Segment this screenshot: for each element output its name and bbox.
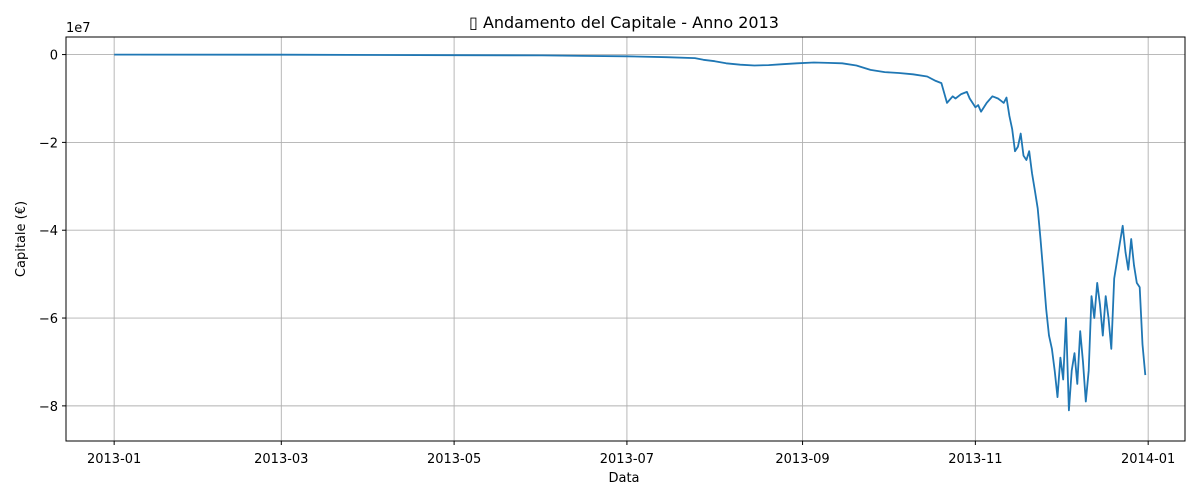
y-axis: 0 −2 −4 −6 −8 (39, 49, 66, 415)
x-tick-label: 2013-05 (427, 452, 481, 467)
chart-title: ▯ Andamento del Capitale - Anno 2013 (469, 13, 779, 32)
x-tick-label: 2013-01 (87, 452, 141, 467)
x-tick-label: 2013-03 (254, 452, 308, 467)
x-tick-label: 2014-01 (1121, 452, 1175, 467)
x-tick-label: 2013-07 (600, 452, 654, 467)
x-axis: 2013-01 2013-03 2013-05 2013-07 2013-09 2013-… (87, 441, 1175, 467)
y-axis-label: Capitale (€) (14, 201, 29, 277)
plot-series (114, 53, 1147, 412)
series-line (114, 53, 1147, 412)
y-tick-label: −2 (39, 136, 58, 151)
x-tick-label: 2013-09 (775, 452, 829, 467)
y-offset-label: 1e7 (66, 21, 91, 36)
x-axis-label: Data (608, 471, 639, 486)
plot-frame (65, 36, 1186, 442)
y-tick-label: −6 (39, 312, 58, 327)
grid-lines (66, 37, 1185, 441)
x-tick-label: 2013-11 (948, 452, 1002, 467)
y-tick-label: −4 (39, 224, 58, 239)
y-tick-label: 0 (50, 49, 58, 64)
y-tick-label: −8 (39, 400, 58, 415)
